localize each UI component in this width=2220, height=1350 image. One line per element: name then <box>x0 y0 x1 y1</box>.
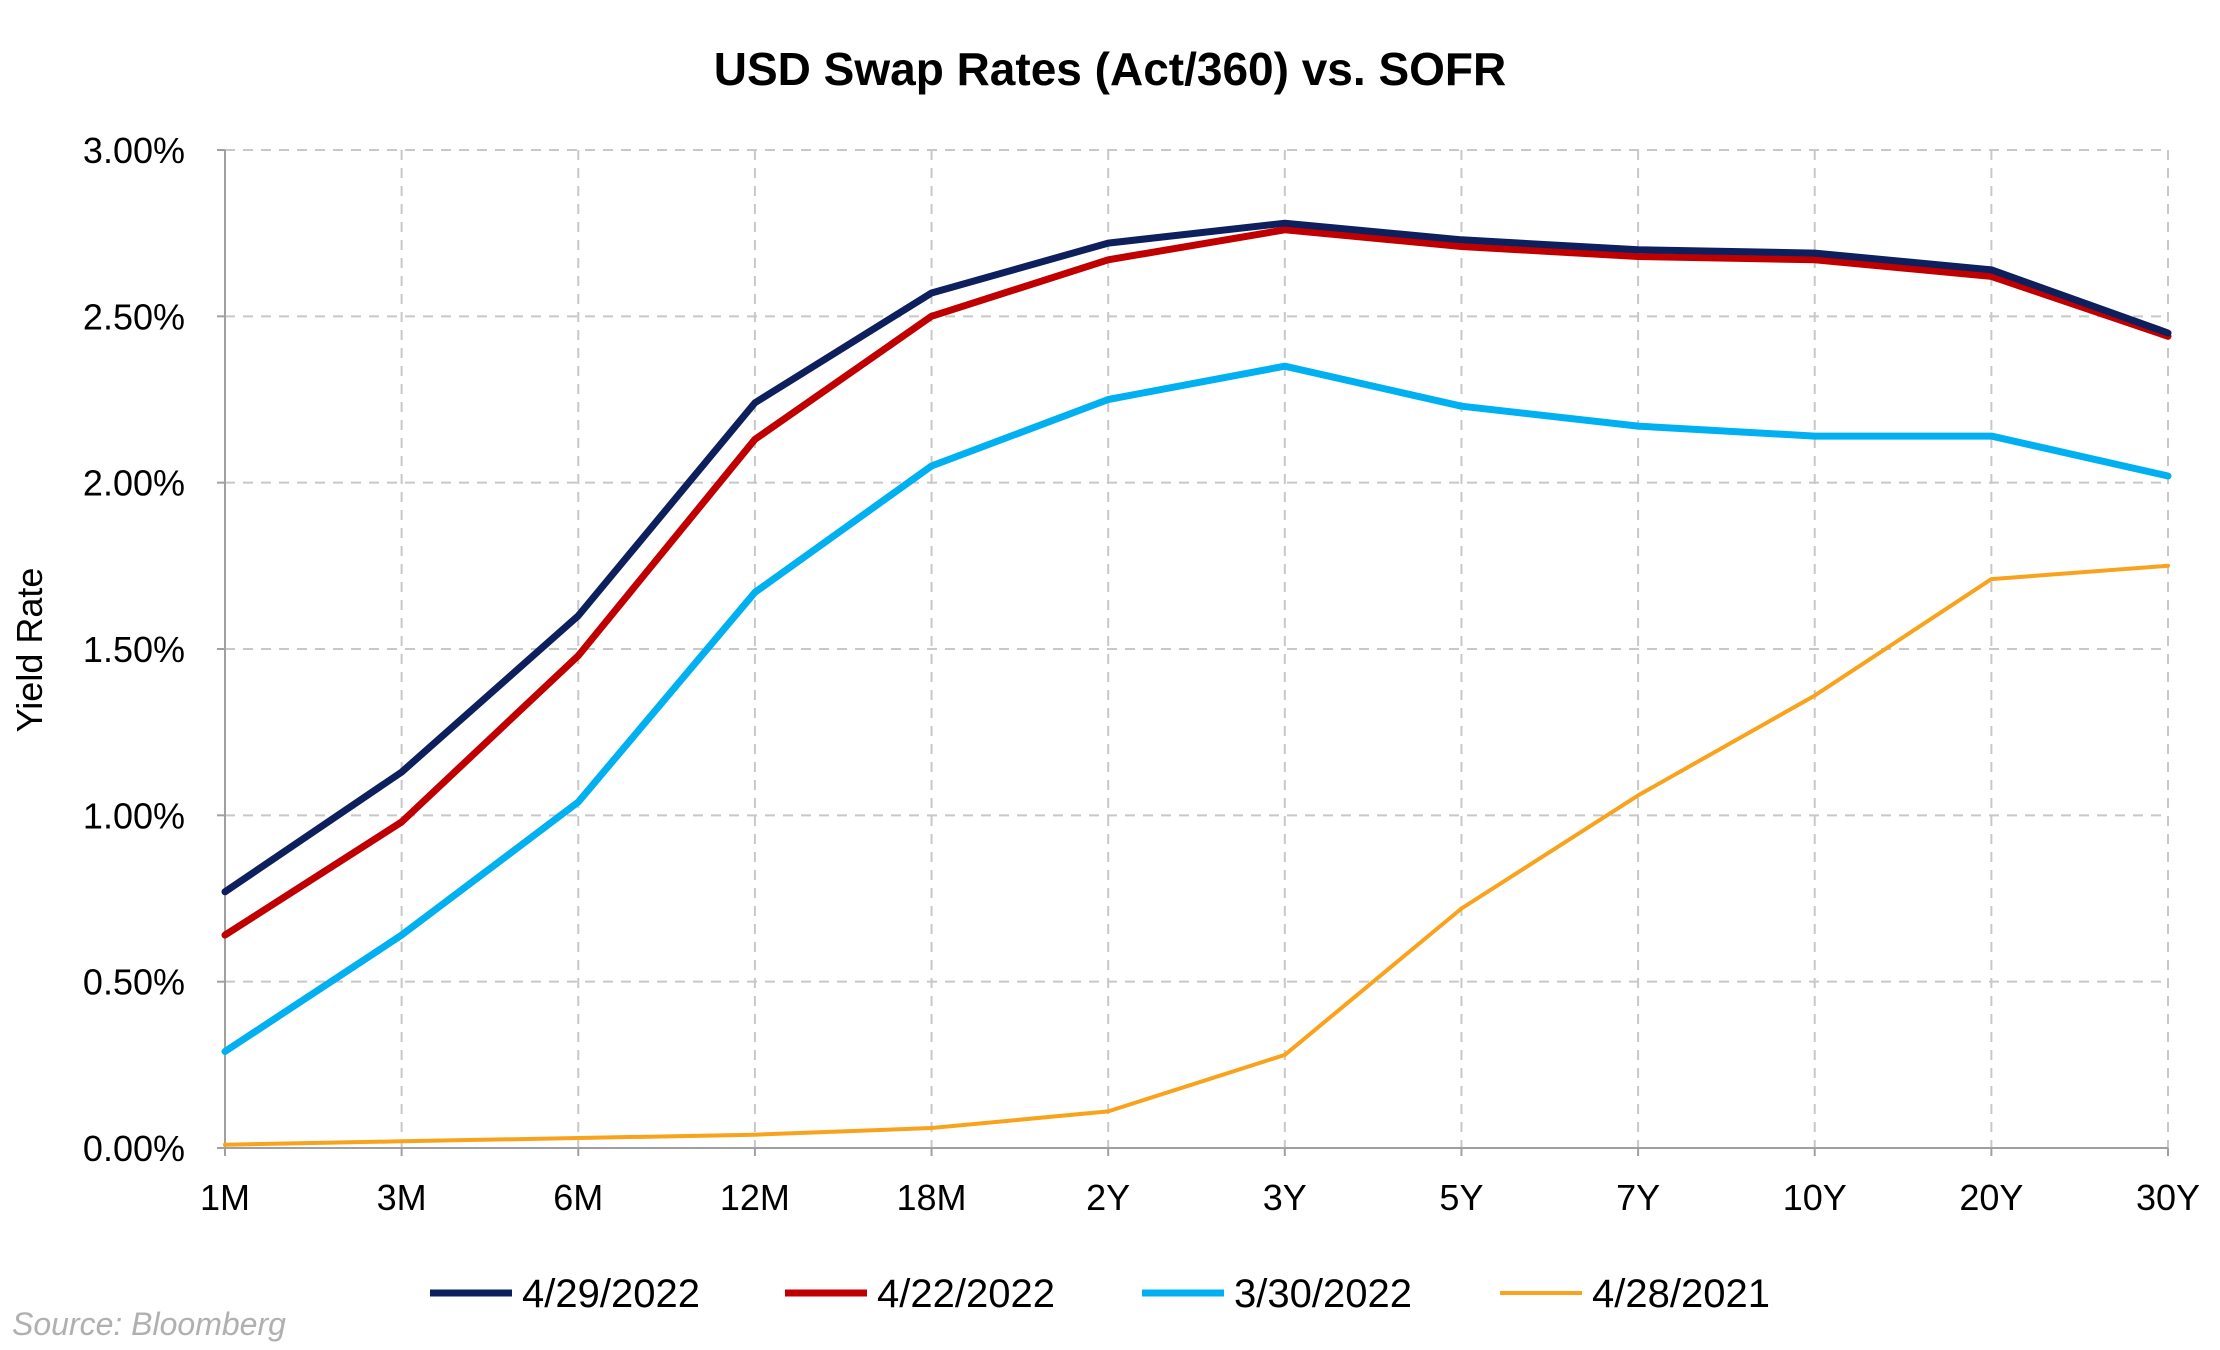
y-tick-label: 0.00% <box>83 1128 185 1169</box>
gridlines <box>225 149 2169 1148</box>
x-tick-label: 12M <box>720 1177 790 1218</box>
x-axis-ticks: 1M 3M 6M 12M 18M 2Y 3Y 5Y 7Y 10Y 20Y 30Y <box>200 1177 2200 1218</box>
x-tick-label: 20Y <box>1959 1177 2023 1218</box>
x-tick-label: 18M <box>897 1177 967 1218</box>
series-line-3-30-2022 <box>221 362 2172 1055</box>
y-tick-label: 1.50% <box>83 629 185 670</box>
x-tick-label: 30Y <box>2136 1177 2200 1218</box>
x-tick-label: 1M <box>200 1177 250 1218</box>
chart-title: USD Swap Rates (Act/360) vs. SOFR <box>714 43 1506 95</box>
legend-label: 4/28/2021 <box>1592 1272 1770 1316</box>
y-tick-label: 1.00% <box>83 795 185 836</box>
series-lines <box>221 219 2172 1147</box>
series-line-4-29-2022 <box>221 219 2172 896</box>
axes <box>217 149 2169 1156</box>
x-tick-label: 3M <box>377 1177 427 1218</box>
y-axis-label: Yield Rate <box>9 568 50 733</box>
y-tick-label: 2.50% <box>83 296 185 337</box>
y-tick-label: 2.00% <box>83 463 185 504</box>
y-axis-ticks: 0.00% 0.50% 1.00% 1.50% 2.00% 2.50% 3.00% <box>83 130 185 1169</box>
x-tick-label: 6M <box>553 1177 603 1218</box>
x-tick-label: 5Y <box>1439 1177 1483 1218</box>
legend-label: 4/29/2022 <box>522 1272 700 1316</box>
x-tick-label: 3Y <box>1263 1177 1307 1218</box>
source-note: Source: Bloomberg <box>12 1306 286 1342</box>
y-tick-label: 3.00% <box>83 130 185 171</box>
x-tick-label: 10Y <box>1783 1177 1847 1218</box>
y-tick-label: 0.50% <box>83 962 185 1003</box>
x-tick-label: 2Y <box>1086 1177 1130 1218</box>
legend-label: 4/22/2022 <box>877 1272 1055 1316</box>
series-line-4-28-2021 <box>223 563 2170 1147</box>
x-tick-label: 7Y <box>1616 1177 1660 1218</box>
legend-label: 3/30/2022 <box>1234 1272 1412 1316</box>
legend: 4/29/2022 4/22/2022 3/30/2022 4/28/2021 <box>430 1272 1770 1316</box>
series-line-4-22-2022 <box>221 226 2172 939</box>
